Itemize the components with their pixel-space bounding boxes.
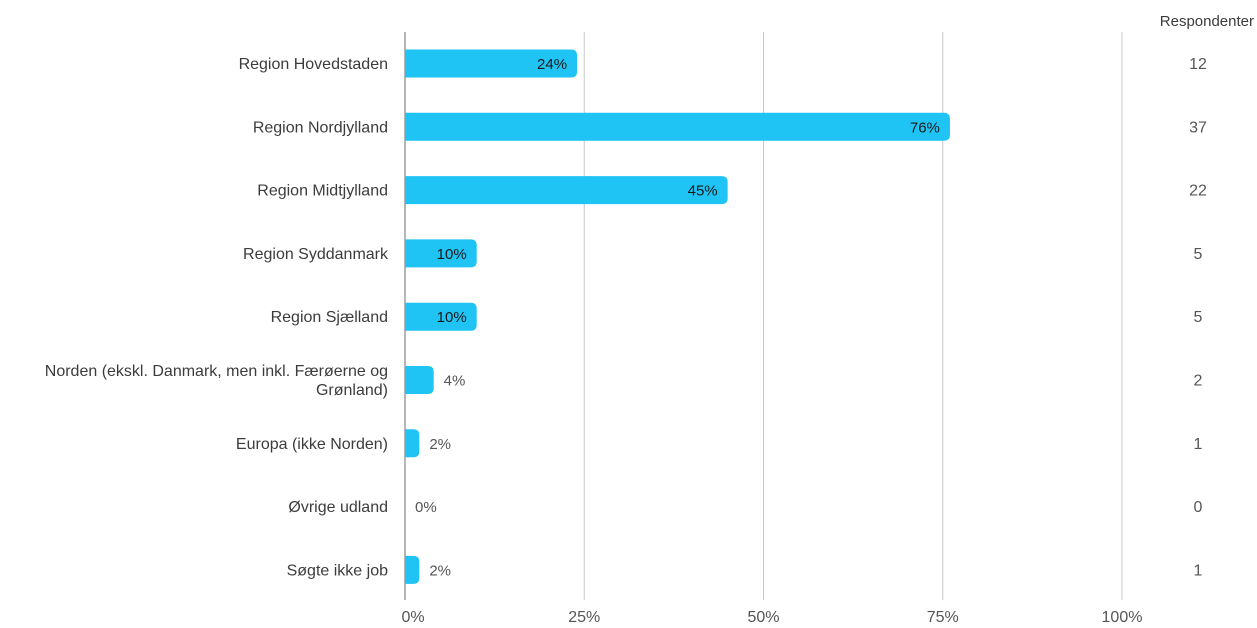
x-tick-label: 25% xyxy=(568,609,600,626)
respondent-count: 12 xyxy=(1189,56,1207,73)
category-label: Region Syddanmark xyxy=(243,246,389,263)
value-label: 45% xyxy=(688,183,718,200)
respondent-count: 37 xyxy=(1189,119,1207,136)
value-label: 10% xyxy=(437,246,467,263)
bar xyxy=(405,112,950,141)
category-label: Europa (ikke Norden) xyxy=(236,436,388,453)
category-label: Region Hovedstaden xyxy=(239,56,388,73)
bar xyxy=(405,176,728,205)
category-label: Region Midtjylland xyxy=(257,183,388,200)
respondent-count: 5 xyxy=(1194,309,1203,326)
bar xyxy=(405,555,420,584)
category-label: Region Sjælland xyxy=(271,309,388,326)
category-label: Søgte ikke job xyxy=(287,562,388,579)
labels: 0% 25% 50% 75% 100%Region Hovedstaden 24% 12Re… xyxy=(45,56,1207,626)
respondent-count: 1 xyxy=(1194,562,1203,579)
value-label: 2% xyxy=(429,436,451,453)
respondent-count: 0 xyxy=(1194,499,1203,516)
category-label: Grønland) xyxy=(316,382,388,399)
bar xyxy=(405,429,420,458)
respondent-count: 5 xyxy=(1194,246,1203,263)
x-tick-label: 100% xyxy=(1102,609,1143,626)
category-label: Øvrige udland xyxy=(288,499,388,516)
bar xyxy=(405,366,434,394)
category-label: Region Nordjylland xyxy=(253,119,388,136)
bar xyxy=(405,302,477,331)
category-label: Norden (ekskl. Danmark, men inkl. Færøer… xyxy=(45,363,388,380)
bar xyxy=(405,49,578,78)
x-tick-label: 50% xyxy=(747,609,779,626)
value-label: 24% xyxy=(537,56,567,73)
value-label: 10% xyxy=(437,309,467,326)
respondent-count: 1 xyxy=(1194,436,1203,453)
value-label: 76% xyxy=(910,119,940,136)
x-tick-label: 75% xyxy=(927,609,959,626)
bars xyxy=(405,49,950,584)
bar xyxy=(405,239,477,268)
x-tick-label: 0% xyxy=(401,609,424,626)
respondent-count: 2 xyxy=(1194,373,1203,390)
value-label: 2% xyxy=(429,562,451,579)
respondents-header: Respondenter xyxy=(1160,13,1254,30)
respondent-count: 22 xyxy=(1189,183,1207,200)
value-label: 0% xyxy=(415,499,437,516)
value-label: 4% xyxy=(444,373,466,390)
